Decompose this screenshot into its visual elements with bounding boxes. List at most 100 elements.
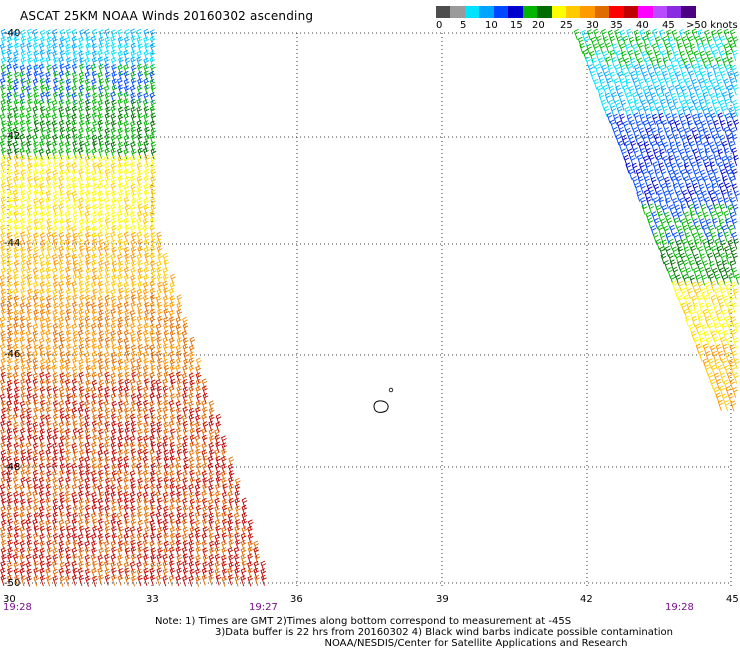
wind-barb bbox=[660, 168, 667, 180]
wind-barb bbox=[84, 512, 91, 524]
wind-barb bbox=[188, 364, 195, 376]
wind-barb bbox=[52, 43, 58, 55]
wind-barb bbox=[182, 337, 189, 349]
wind-barb bbox=[683, 162, 690, 174]
wind-barb bbox=[116, 302, 123, 314]
wind-barb bbox=[13, 462, 20, 474]
wind-barb bbox=[33, 127, 40, 139]
wind-barb bbox=[136, 133, 143, 145]
colorbar-label: 15 bbox=[510, 20, 523, 31]
wind-barb bbox=[91, 70, 98, 82]
wind-barb bbox=[675, 239, 682, 251]
wind-barb bbox=[52, 77, 59, 89]
wind-barb bbox=[110, 553, 117, 566]
wind-barb bbox=[84, 253, 91, 265]
lon-label-39: 39 bbox=[436, 594, 449, 605]
wind-barb bbox=[131, 371, 137, 383]
wind-barb bbox=[6, 386, 13, 398]
wind-barb bbox=[716, 245, 723, 257]
wind-barb bbox=[712, 350, 718, 362]
wind-barb bbox=[221, 575, 228, 587]
wind-barb bbox=[234, 525, 241, 537]
wind-barb bbox=[195, 357, 202, 369]
wind-barb bbox=[712, 133, 719, 145]
wind-barb bbox=[52, 50, 58, 62]
wind-barb bbox=[6, 246, 13, 258]
wind-barb bbox=[0, 56, 7, 69]
wind-barb bbox=[130, 267, 137, 279]
wind-barb bbox=[19, 561, 26, 573]
wind-barb bbox=[91, 547, 97, 559]
wind-barb bbox=[45, 477, 52, 489]
wind-barb bbox=[208, 568, 215, 580]
wind-barb bbox=[202, 421, 209, 433]
wind-barb bbox=[38, 476, 45, 488]
wind-barb bbox=[13, 273, 19, 285]
wind-barb bbox=[591, 57, 597, 69]
wind-barb bbox=[137, 245, 144, 257]
wind-barb bbox=[19, 526, 26, 538]
wind-barb bbox=[26, 568, 33, 580]
wind-barb bbox=[169, 455, 176, 467]
wind-barb bbox=[39, 371, 45, 383]
wind-barb bbox=[104, 133, 111, 145]
wind-barb bbox=[20, 35, 27, 47]
wind-barb bbox=[647, 217, 654, 229]
wind-barb bbox=[64, 490, 71, 502]
wind-barb bbox=[168, 287, 175, 300]
wind-barb bbox=[715, 92, 722, 104]
wind-barb bbox=[39, 540, 46, 552]
wind-barb bbox=[156, 449, 162, 461]
wind-barb bbox=[221, 518, 228, 530]
wind-barb bbox=[65, 308, 72, 320]
wind-barb bbox=[648, 36, 654, 48]
wind-barb bbox=[131, 280, 137, 292]
wind-barb bbox=[653, 133, 660, 145]
wind-barb bbox=[652, 232, 659, 244]
wind-barb bbox=[637, 42, 644, 54]
wind-barb bbox=[39, 575, 46, 587]
wind-barb bbox=[51, 225, 58, 237]
wind-barb bbox=[677, 78, 684, 90]
wind-barb bbox=[104, 413, 110, 426]
wind-barb bbox=[143, 113, 150, 125]
wind-barb bbox=[124, 526, 131, 538]
wind-barb bbox=[65, 343, 72, 355]
wind-barb bbox=[688, 105, 695, 117]
wind-barb bbox=[26, 448, 33, 460]
wind-barb bbox=[188, 554, 195, 566]
wind-barb bbox=[188, 575, 195, 587]
wind-barb bbox=[624, 140, 631, 152]
wind-barb bbox=[149, 358, 156, 370]
wind-barb bbox=[52, 554, 59, 566]
wind-barb bbox=[79, 189, 85, 201]
wind-barb bbox=[727, 190, 733, 202]
wind-barb bbox=[98, 309, 105, 321]
wind-barb bbox=[45, 448, 52, 461]
wind-barb bbox=[0, 99, 7, 111]
wind-barb bbox=[142, 211, 149, 223]
wind-barb bbox=[26, 504, 32, 517]
wind-barb bbox=[52, 288, 59, 300]
wind-barb bbox=[92, 358, 98, 370]
wind-barb bbox=[104, 568, 111, 580]
wind-barb bbox=[58, 540, 65, 552]
wind-barb bbox=[209, 491, 215, 503]
wind-barb bbox=[195, 400, 202, 412]
wind-barb bbox=[85, 357, 92, 369]
wind-barb bbox=[130, 71, 137, 83]
wind-barb bbox=[65, 399, 71, 411]
wind-barb bbox=[162, 435, 169, 447]
wind-barb bbox=[78, 120, 85, 132]
wind-barb bbox=[19, 491, 26, 503]
wind-barb bbox=[84, 189, 91, 201]
wind-barb bbox=[65, 252, 71, 264]
wind-barb bbox=[702, 224, 708, 236]
wind-barb bbox=[713, 36, 720, 48]
wind-barb bbox=[149, 35, 156, 47]
wind-barb bbox=[13, 204, 20, 216]
wind-barb bbox=[91, 463, 98, 475]
wind-barb bbox=[19, 147, 26, 159]
wind-barb bbox=[13, 434, 20, 447]
wind-barb bbox=[163, 540, 170, 552]
